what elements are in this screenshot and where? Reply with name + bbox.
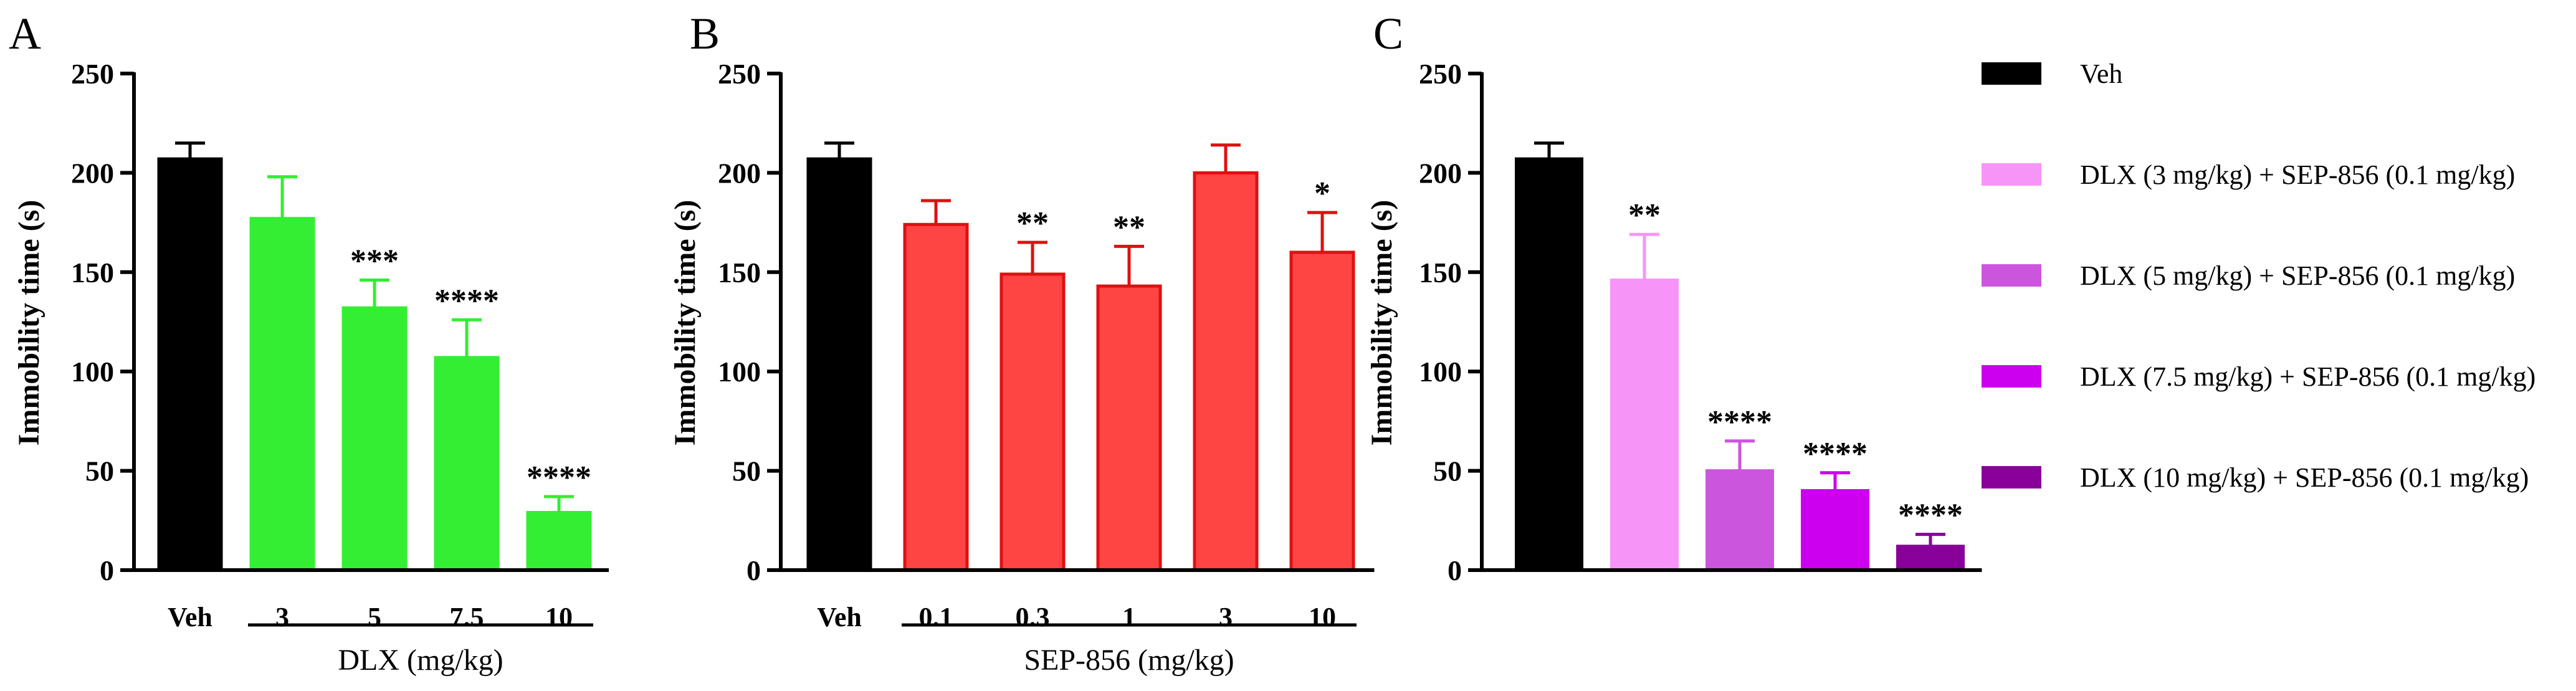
panel-letter: C [1373, 9, 1403, 59]
x-tick-label: Veh [168, 602, 212, 632]
bar [1515, 157, 1583, 572]
legend-swatch [1982, 264, 2041, 287]
x-tick-label: 0.1 [919, 602, 953, 632]
y-tick-label: 200 [1419, 157, 1462, 189]
x-axis-group-label: SEP-856 (mg/kg) [1024, 644, 1234, 677]
y-tick-label: 250 [1419, 58, 1462, 90]
bar [1801, 488, 1869, 572]
panel-letter: B [690, 9, 720, 59]
x-tick-label: 0.3 [1016, 602, 1050, 632]
significance-label: **** [527, 460, 591, 495]
legend-label: DLX (10 mg/kg) + SEP-856 (0.1 mg/kg) [2080, 462, 2529, 493]
x-tick-label: 3 [1219, 602, 1233, 632]
legend-label: Veh [2080, 59, 2122, 89]
y-tick-label: 0 [747, 555, 761, 586]
x-tick-label: 7.5 [450, 602, 484, 632]
y-tick-label: 50 [85, 455, 114, 487]
bar [434, 356, 500, 572]
y-tick-label: 200 [718, 157, 761, 189]
x-tick-label: 3 [275, 602, 289, 632]
legend-label: DLX (5 mg/kg) + SEP-856 (0.1 mg/kg) [2080, 260, 2515, 291]
y-axis-title: Immobility time (s) [669, 200, 702, 446]
significance-label: **** [1707, 404, 1772, 440]
bar [1896, 545, 1965, 572]
x-tick-label: Veh [817, 602, 862, 632]
legend-swatch [1982, 466, 2041, 488]
bar [341, 306, 408, 572]
significance-label: **** [1803, 436, 1868, 472]
y-tick-label: 50 [732, 455, 761, 487]
y-tick-label: 100 [1419, 356, 1462, 388]
bar [903, 222, 969, 572]
bar [1193, 171, 1259, 572]
significance-label: ** [1113, 209, 1145, 245]
significance-label: *** [350, 244, 399, 279]
bar [1705, 469, 1774, 572]
y-tick-label: 100 [718, 356, 761, 388]
significance-label: ** [1016, 206, 1049, 241]
x-tick-label: 10 [1309, 602, 1336, 632]
legend-swatch [1982, 163, 2041, 186]
legend-swatch [1982, 365, 2041, 388]
bar [1096, 284, 1162, 572]
x-tick-label: 5 [368, 602, 381, 632]
bar [1289, 250, 1355, 572]
bar [157, 157, 223, 572]
y-tick-label: 150 [71, 257, 114, 288]
legend-swatch [1982, 62, 2041, 85]
bar [249, 217, 315, 572]
x-tick-label: 1 [1122, 602, 1136, 632]
significance-label: **** [1898, 498, 1963, 533]
y-tick-label: 150 [1419, 257, 1462, 288]
bar [999, 272, 1066, 572]
y-axis-title: Immobility time (s) [12, 200, 45, 446]
panel-letter: A [9, 9, 41, 59]
y-tick-label: 0 [100, 555, 114, 586]
y-tick-label: 50 [1433, 455, 1462, 487]
significance-label: ** [1628, 198, 1661, 233]
x-tick-label: 10 [545, 602, 573, 632]
bar [526, 511, 592, 572]
y-tick-label: 0 [1448, 555, 1462, 586]
legend: Veh DLX (3 mg/kg) + SEP-856 (0.1 mg/kg) DL… [1982, 59, 2535, 493]
y-tick-label: 200 [71, 157, 114, 189]
x-axis-group-label: DLX (mg/kg) [338, 644, 503, 677]
y-tick-label: 150 [718, 257, 761, 288]
y-axis-title: Immobility time (s) [1365, 200, 1398, 446]
y-tick-label: 250 [718, 58, 761, 90]
bar [1610, 279, 1679, 572]
y-tick-label: 100 [71, 356, 114, 388]
legend-label: DLX (3 mg/kg) + SEP-856 (0.1 mg/kg) [2080, 160, 2515, 190]
legend-label: DLX (7.5 mg/kg) + SEP-856 (0.1 mg/kg) [2080, 361, 2535, 392]
bar [806, 157, 872, 572]
significance-label: * [1314, 176, 1330, 211]
y-tick-label: 250 [71, 58, 114, 90]
significance-label: **** [434, 283, 499, 318]
